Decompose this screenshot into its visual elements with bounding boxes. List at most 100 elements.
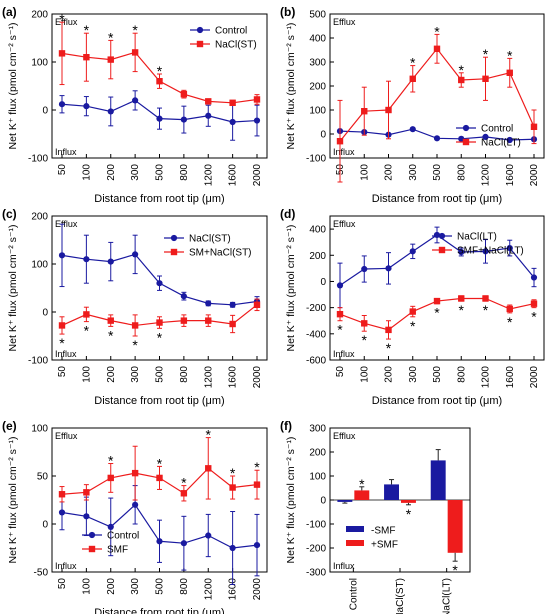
significance-star: * (459, 302, 465, 318)
legend-marker (196, 26, 204, 34)
legend-marker (462, 124, 470, 132)
x-axis-title-d: Distance from root tip (μm) (372, 395, 502, 407)
legend-marker (170, 234, 178, 242)
data-point (83, 256, 90, 263)
data-point (482, 133, 489, 140)
y-tick-label-f: 200 (309, 448, 326, 459)
x-tick-label-a: 300 (130, 164, 141, 181)
y-tick-label-b: 200 (309, 82, 326, 93)
data-point (482, 75, 489, 82)
legend-label: NaCl(LT) (457, 232, 497, 243)
series-d-1: * * * * * * * * * (336, 295, 537, 356)
y-tick-label-b: 500 (309, 10, 326, 21)
series-e-1: * * * * * * (58, 427, 260, 503)
influx-note-e: Influx (55, 561, 77, 571)
y-tick-label-a: 100 (31, 58, 48, 69)
significance-star: * (108, 327, 114, 343)
legend-label: NaCl(LT) (481, 138, 521, 149)
legend-label: -SMF (371, 526, 395, 537)
x-tick-label-c: 800 (179, 366, 190, 383)
x-tick-label-b: 800 (456, 164, 467, 181)
x-tick-label-c: 100 (81, 366, 92, 383)
significance-star: * (434, 23, 440, 39)
data-point (205, 300, 212, 307)
data-point (205, 112, 212, 119)
y-tick-label-c: 0 (42, 308, 48, 319)
significance-star: * (507, 314, 513, 330)
data-point (205, 317, 212, 324)
x-tick-label-d: 200 (384, 366, 395, 383)
y-tick-label-e: 0 (42, 520, 48, 531)
significance-star: * (362, 332, 368, 348)
significance-star: * (254, 459, 260, 475)
legend-marker (88, 545, 96, 553)
series-f-0 (337, 449, 446, 504)
data-point (180, 116, 187, 123)
x-tick-label-a: 50 (57, 164, 68, 176)
data-point (253, 96, 261, 103)
y-tick-label-d: -400 (306, 329, 326, 340)
significance-star: * (531, 309, 537, 325)
data-point (180, 90, 188, 98)
y-tick-label-e: -50 (34, 568, 49, 579)
significance-star: * (59, 11, 65, 27)
influx-note-c: Influx (55, 349, 77, 359)
data-point (156, 319, 163, 326)
panel-label-c: (c) (2, 207, 17, 221)
data-point (107, 317, 114, 324)
data-point (385, 106, 392, 114)
legend-c: NaCl(ST) SM+NaCl(ST) (164, 234, 252, 259)
data-point (58, 252, 66, 259)
data-point (385, 326, 392, 334)
data-point (107, 474, 114, 482)
panel-b: -100010020030040050050100200300500800120… (280, 5, 545, 205)
x-tick-label-b: 200 (384, 164, 395, 181)
bar (337, 500, 353, 502)
data-point (409, 75, 416, 82)
significance-star: * (386, 340, 392, 356)
significance-star: * (410, 55, 416, 71)
efflux-note-e: Efflux (55, 431, 78, 441)
data-point (132, 501, 139, 508)
efflux-note-c: Efflux (55, 219, 78, 229)
data-point (107, 56, 114, 63)
data-point (131, 469, 139, 477)
data-point (107, 108, 114, 115)
series-f-1: * * * (354, 476, 463, 578)
data-point (132, 251, 139, 258)
data-point (458, 248, 465, 256)
data-point (385, 265, 392, 272)
legend-label: +SMF (371, 540, 398, 551)
data-point (180, 317, 188, 324)
x-tick-label-e: 200 (106, 578, 117, 595)
x-tick-label-c: 500 (155, 366, 166, 383)
panel-c: -100 0 100 200 50 100 200 300 500 800 1200 1600 2000… (2, 207, 268, 407)
data-point (458, 295, 465, 302)
data-point (107, 523, 114, 530)
x-tick-label-b: 100 (359, 164, 370, 181)
panel-f: -300 -200 -100 0 100 200 300 Control NaCl(ST) NaC… (280, 419, 471, 614)
data-point (433, 135, 441, 142)
legend-a: Control NaCl(ST) (190, 26, 257, 51)
y-tick-label-e: 50 (37, 472, 49, 483)
influx-note-d: Influx (333, 349, 355, 359)
y-tick-label-f: 0 (320, 496, 326, 507)
data-point (336, 282, 344, 289)
bar (401, 500, 416, 503)
significance-star: * (230, 465, 236, 481)
legend-b: Control NaCl(LT) (456, 124, 521, 149)
significance-star: * (181, 475, 187, 491)
data-point (58, 509, 66, 516)
y-tick-label-e: 100 (31, 424, 48, 435)
influx-note-f: Influx (333, 561, 355, 571)
x-tick-label-b: 300 (408, 164, 419, 181)
data-point (205, 98, 212, 105)
y-tick-label-d: 0 (320, 277, 326, 288)
y-tick-label-c: 200 (31, 212, 48, 223)
x-tick-label-e: 300 (130, 578, 141, 595)
legend-marker (438, 246, 446, 254)
data-point (506, 136, 513, 144)
efflux-note-b: Efflux (333, 17, 356, 27)
data-point (180, 540, 187, 547)
y-tick-label-b: -100 (306, 154, 326, 165)
